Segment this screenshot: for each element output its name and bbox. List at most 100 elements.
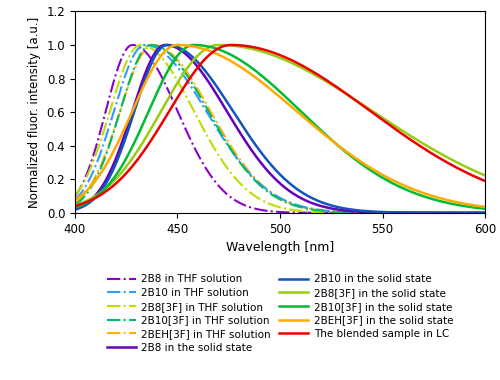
2B8 in the solid state: [395, 211, 401, 215]
2B10[3F] in the solid state: [470, 205, 476, 210]
2B8[3F] in THF solution: [72, 193, 78, 198]
2B10[3F] in THF solution: [470, 211, 476, 215]
2B8[3F] in the solid state: [72, 203, 78, 208]
2BEH[3F] in the solid state: [72, 198, 78, 203]
2B8[3F] in the solid state: [395, 126, 401, 130]
2B8[3F] in THF solution: [470, 211, 476, 215]
Line: 2B8 in the solid state: 2B8 in the solid state: [75, 45, 485, 213]
2BEH[3F] in the solid state: [470, 203, 476, 207]
2BEH[3F] in THF solution: [482, 211, 488, 215]
2B10[3F] in the solid state: [272, 84, 278, 89]
2B10[3F] in THF solution: [148, 43, 154, 47]
2BEH[3F] in THF solution: [72, 201, 78, 205]
2B8[3F] in the solid state: [482, 173, 488, 178]
2BEH[3F] in THF solution: [260, 184, 266, 189]
2B10[3F] in the solid state: [470, 205, 476, 210]
Line: 2BEH[3F] in the solid state: 2BEH[3F] in the solid state: [75, 45, 485, 207]
2B10 in the solid state: [395, 210, 401, 215]
2B8[3F] in the solid state: [272, 54, 278, 58]
2B10[3F] in THF solution: [72, 203, 78, 207]
Line: 2B10 in the solid state: 2B10 in the solid state: [75, 45, 485, 213]
2B8[3F] in the solid state: [470, 168, 476, 173]
The blended sample in LC: [470, 174, 476, 178]
2BEH[3F] in THF solution: [395, 211, 401, 215]
2B8 in THF solution: [470, 211, 476, 215]
2B8[3F] in the solid state: [93, 193, 99, 198]
2B10 in THF solution: [470, 211, 476, 215]
2BEH[3F] in THF solution: [150, 43, 156, 47]
2BEH[3F] in THF solution: [470, 211, 476, 215]
2B10 in the solid state: [272, 166, 278, 171]
2B10 in the solid state: [482, 211, 488, 215]
2B10 in THF solution: [142, 43, 148, 47]
2B8 in the solid state: [72, 207, 78, 211]
2B10[3F] in THF solution: [272, 194, 278, 199]
2B10 in the solid state: [260, 154, 266, 158]
2B10[3F] in the solid state: [72, 205, 78, 210]
2B8[3F] in THF solution: [395, 211, 401, 215]
X-axis label: Wavelength [nm]: Wavelength [nm]: [226, 241, 334, 254]
2B10 in THF solution: [470, 211, 476, 215]
2B10 in the solid state: [470, 211, 476, 215]
Line: 2BEH[3F] in THF solution: 2BEH[3F] in THF solution: [75, 45, 485, 213]
2B10[3F] in the solid state: [395, 184, 401, 188]
2B8 in THF solution: [470, 211, 476, 215]
2B10 in the solid state: [72, 207, 78, 212]
2B10 in the solid state: [93, 195, 99, 199]
The blended sample in LC: [482, 179, 488, 183]
2B10[3F] in THF solution: [482, 211, 488, 215]
Y-axis label: Normalized fluor. intensity [a.u.]: Normalized fluor. intensity [a.u.]: [28, 16, 41, 208]
2B8 in the solid state: [93, 193, 99, 197]
2B8[3F] in THF solution: [482, 211, 488, 215]
2B8 in THF solution: [130, 43, 136, 47]
The blended sample in LC: [72, 204, 78, 208]
2B8[3F] in THF solution: [272, 203, 278, 208]
2B10[3F] in the solid state: [482, 206, 488, 211]
2B8 in the solid state: [470, 211, 476, 215]
2B8[3F] in THF solution: [260, 199, 266, 203]
2B8[3F] in the solid state: [216, 43, 222, 47]
2B8 in the solid state: [162, 43, 168, 47]
2B10 in THF solution: [260, 185, 266, 189]
2B10[3F] in the solid state: [260, 75, 266, 80]
2B10 in THF solution: [72, 198, 78, 202]
2B8 in the solid state: [470, 211, 476, 215]
2B10 in THF solution: [482, 211, 488, 215]
2BEH[3F] in the solid state: [174, 43, 180, 47]
2B8 in the solid state: [482, 211, 488, 215]
2B10 in THF solution: [395, 211, 401, 215]
2B8 in THF solution: [482, 211, 488, 215]
2BEH[3F] in THF solution: [470, 211, 476, 215]
2B8 in the solid state: [272, 176, 278, 180]
Line: 2B10[3F] in the solid state: 2B10[3F] in the solid state: [75, 45, 485, 209]
2B8 in THF solution: [395, 211, 401, 215]
2B8[3F] in THF solution: [470, 211, 476, 215]
2B10[3F] in the solid state: [93, 195, 99, 199]
2B10[3F] in THF solution: [93, 176, 99, 181]
2BEH[3F] in the solid state: [260, 81, 266, 86]
Line: 2B8[3F] in THF solution: 2B8[3F] in THF solution: [75, 45, 485, 213]
2B8[3F] in THF solution: [93, 152, 99, 157]
2B8 in the solid state: [260, 164, 266, 169]
The blended sample in LC: [260, 47, 266, 52]
2B8 in THF solution: [272, 209, 278, 214]
2B8[3F] in the solid state: [470, 168, 476, 173]
2B8 in THF solution: [93, 145, 99, 149]
2BEH[3F] in THF solution: [272, 193, 278, 197]
2B8 in THF solution: [72, 194, 78, 199]
2B10 in THF solution: [272, 192, 278, 197]
The blended sample in LC: [395, 129, 401, 133]
2B10[3F] in THF solution: [395, 211, 401, 215]
2B10[3F] in THF solution: [470, 211, 476, 215]
2BEH[3F] in the solid state: [482, 204, 488, 209]
Line: The blended sample in LC: The blended sample in LC: [75, 45, 485, 206]
2B8[3F] in THF solution: [138, 43, 143, 47]
The blended sample in LC: [93, 195, 99, 200]
The blended sample in LC: [470, 173, 476, 178]
2BEH[3F] in the solid state: [395, 180, 401, 185]
2B8[3F] in the solid state: [260, 50, 266, 54]
Line: 2B10[3F] in THF solution: 2B10[3F] in THF solution: [75, 45, 485, 213]
2BEH[3F] in THF solution: [93, 173, 99, 178]
2B10 in the solid state: [164, 43, 170, 47]
Line: 2B8 in THF solution: 2B8 in THF solution: [75, 45, 485, 213]
